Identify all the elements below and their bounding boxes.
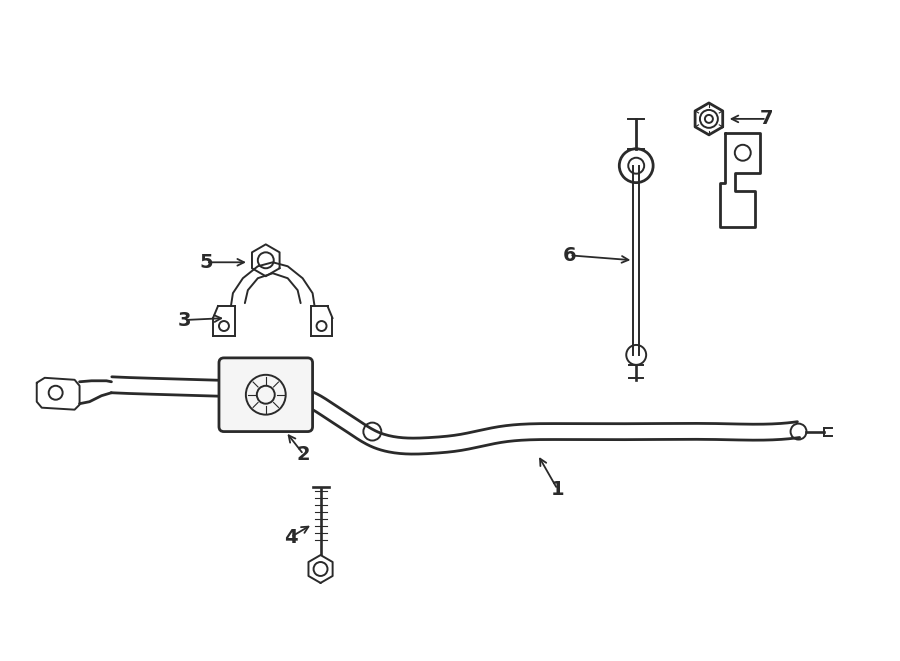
Text: 7: 7 [760,109,773,128]
Text: 2: 2 [297,445,310,464]
Text: 5: 5 [199,253,212,272]
Text: 1: 1 [551,480,564,499]
Text: 3: 3 [177,311,191,330]
FancyBboxPatch shape [219,358,312,432]
Text: 4: 4 [284,527,298,547]
Text: 6: 6 [562,246,576,265]
